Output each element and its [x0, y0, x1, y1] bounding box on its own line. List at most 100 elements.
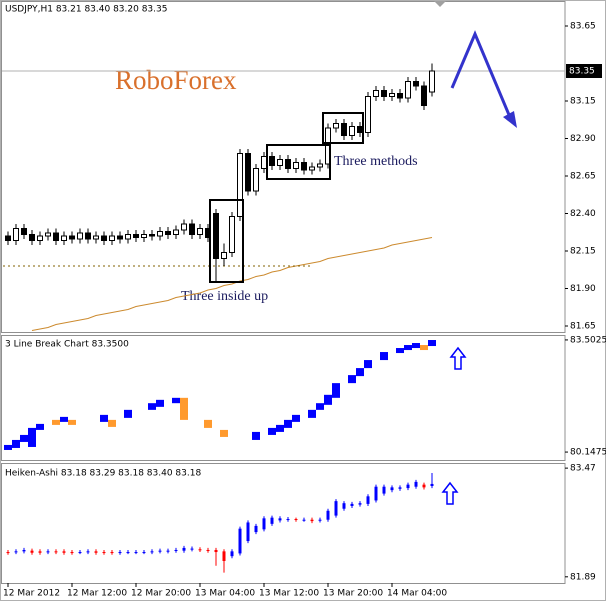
brick [284, 419, 292, 428]
ha-body [246, 522, 250, 542]
candle-body [53, 232, 59, 241]
x-tick-label: 13 Mar 20:00 [323, 589, 383, 599]
ha-body [94, 551, 98, 553]
brick [364, 360, 372, 369]
y-tick-label: 82.15 [570, 247, 596, 257]
heiken-ashi-panel-frame [1, 463, 566, 584]
brick [20, 434, 28, 442]
candle-body [13, 228, 19, 241]
candle-body [37, 235, 43, 241]
y-tick-label: 83.47 [570, 464, 596, 474]
brick [28, 427, 36, 447]
candle-body [357, 126, 363, 133]
candle-body [221, 252, 227, 259]
candle-body [149, 234, 155, 237]
candle-body [333, 123, 339, 129]
ha-body [390, 487, 394, 491]
brick [52, 419, 60, 425]
ha-body [382, 486, 386, 494]
y-tick-label: 81.90 [570, 284, 596, 294]
ha-body [422, 484, 426, 488]
brick [220, 429, 228, 437]
brick [36, 423, 44, 430]
candle-body [101, 235, 107, 241]
ha-body [126, 552, 130, 554]
candle-body [181, 223, 187, 231]
candle-body [421, 85, 427, 106]
candle-body [269, 156, 275, 166]
ha-body [54, 551, 58, 553]
ha-body [38, 551, 42, 553]
ha-body [254, 525, 258, 533]
brick [308, 409, 316, 418]
y-tick-label: 82.90 [570, 134, 596, 144]
candle-body [213, 213, 219, 259]
candle-body [141, 234, 147, 238]
brick [324, 394, 332, 405]
candle-body [21, 228, 27, 235]
ha-body [158, 550, 162, 552]
forecast-arrow [450, 30, 514, 123]
ha-body [166, 550, 170, 552]
candle-body [117, 235, 123, 240]
y-tick-label: 81.65 [570, 322, 596, 332]
candle-body [69, 235, 75, 240]
candle-body [133, 234, 139, 238]
candle-body [293, 162, 299, 169]
ha-body [70, 552, 74, 554]
brick [428, 340, 436, 347]
ha-body [222, 551, 226, 561]
candle-body [429, 70, 435, 93]
pattern-box [322, 112, 364, 144]
ha-body [262, 518, 266, 530]
ha-body [86, 551, 90, 553]
ha-body [30, 550, 34, 553]
candle-body [301, 162, 307, 171]
brick [356, 368, 364, 377]
ha-body [150, 551, 154, 553]
brick [412, 343, 420, 349]
ha-body [374, 486, 378, 501]
candle-body [349, 126, 355, 136]
ha-body [46, 551, 50, 553]
ha-body [62, 551, 66, 553]
candle-body [165, 231, 171, 235]
y-tick-label: 83.15 [570, 97, 596, 107]
candle-body [109, 235, 115, 241]
y-tick-label: 82.40 [570, 209, 596, 219]
ha-body [198, 549, 202, 551]
ha-body [214, 549, 218, 553]
candle-body [277, 159, 283, 166]
candle-body [317, 163, 323, 168]
brick [100, 414, 108, 422]
heiken-ashi-title: Heiken-Ashi 83.18 83.29 83.18 83.40 83.1… [5, 469, 201, 479]
x-tick-label: 13 Mar 12:00 [259, 589, 319, 599]
ha-body [22, 549, 26, 552]
ha-body [270, 517, 274, 524]
ha-body [174, 549, 178, 551]
brick [404, 345, 412, 351]
candle-body [77, 232, 83, 240]
ha-body [102, 552, 106, 554]
candle-body [189, 223, 195, 235]
brick [172, 397, 180, 404]
ha-body [302, 519, 306, 521]
ha-body [238, 528, 242, 554]
ha-body [350, 503, 354, 506]
candle-body [197, 228, 203, 235]
candle-body [285, 159, 291, 169]
candle-body [29, 234, 35, 241]
brick [124, 409, 132, 418]
y-tick-label: 81.89 [570, 572, 596, 582]
candle-body [381, 90, 387, 97]
candle-body [389, 93, 395, 97]
y-tick-label: 80.1475 [570, 448, 606, 458]
ha-body [6, 552, 10, 554]
brick [396, 348, 404, 354]
x-tick-label: 13 Mar 04:00 [195, 589, 255, 599]
x-tick-label: 12 Mar 12:00 [67, 589, 127, 599]
ha-body [142, 552, 146, 554]
forecast-arrowhead [503, 111, 517, 128]
ha-body [318, 519, 322, 521]
